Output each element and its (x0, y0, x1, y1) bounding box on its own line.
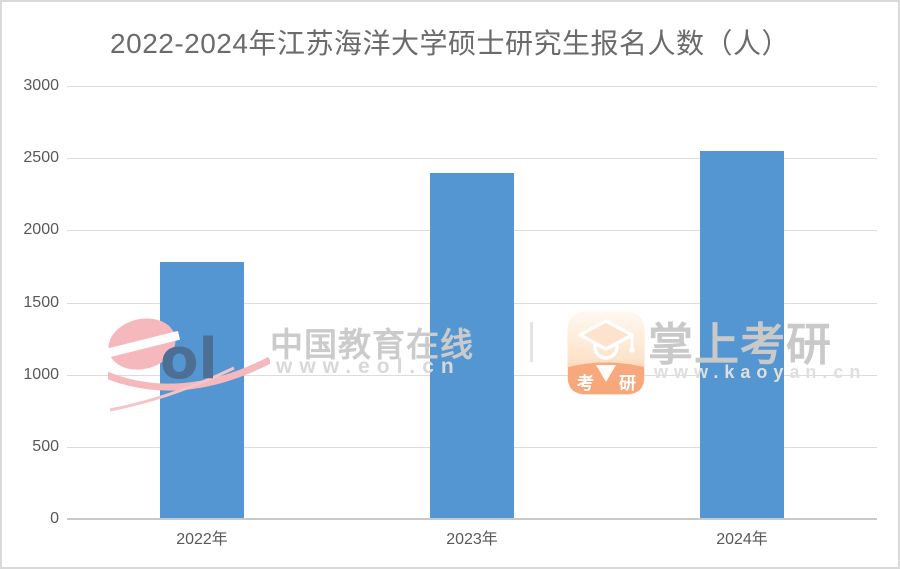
bar-2024年 (700, 150, 784, 519)
y-axis-label: 1500 (23, 293, 59, 311)
y-axis-label: 500 (32, 437, 59, 455)
page-title: 2022-2024年江苏海洋大学硕士研究生报名人数（人） (110, 28, 790, 59)
x-axis-label: 2022年 (176, 531, 228, 548)
plot-area (67, 86, 877, 519)
gridline (67, 86, 877, 87)
bar-2023年 (430, 172, 514, 519)
y-axis-label: 3000 (23, 77, 59, 94)
x-axis-label: 2023年 (446, 531, 498, 548)
bar-2022年 (160, 262, 244, 519)
x-axis-line (67, 518, 877, 520)
y-axis-label: 1000 (23, 365, 59, 383)
y-axis-label: 2000 (23, 221, 59, 239)
y-axis-label: 2500 (23, 149, 59, 167)
y-axis-label: 0 (50, 510, 59, 527)
x-axis-label: 2024年 (716, 531, 768, 548)
gridline (67, 158, 877, 160)
